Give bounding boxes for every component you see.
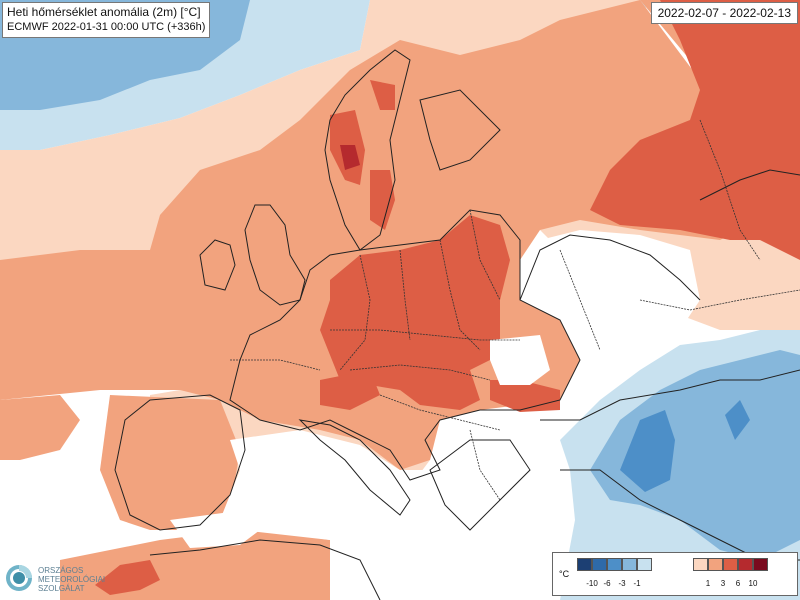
legend-unit: °C: [559, 569, 570, 579]
legend-swatch-cold-3: [607, 558, 622, 571]
anomaly-region-warm-strong-northeast: [590, 0, 800, 260]
legend-tick-label: 3: [720, 579, 726, 588]
legend-swatch-warm-3: [723, 558, 738, 571]
anomaly-region-warm-light-europe: [0, 0, 800, 470]
color-legend: °C -10 -6 -3 -1 1 3 6 10: [552, 552, 798, 596]
legend-tick-label: -6: [603, 579, 611, 588]
anomaly-region-warm-strong-norway-north: [370, 80, 395, 110]
anomaly-region-cold-strong-east-anatolia: [725, 400, 750, 440]
legend-tick-label: -1: [633, 579, 641, 588]
valid-period-label: 2022-02-07 - 2022-02-13: [650, 2, 798, 24]
legend-swatch-warm-2: [708, 558, 723, 571]
legend-tick-label: 1: [705, 579, 711, 588]
legend-tick-label: 6: [735, 579, 741, 588]
legend-swatch-warm-4: [738, 558, 753, 571]
anomaly-region-warm-light-iberia: [100, 395, 240, 530]
logo-line-3: SZOLGÁLAT: [38, 584, 85, 593]
model-run-label: ECMWF 2022-01-31 00:00 UTC (+336h): [7, 21, 206, 33]
anomaly-region-neutral-iberia-south: [170, 512, 260, 548]
logo-line-2: METEOROLÓGIAI: [38, 575, 106, 584]
country-borders: [230, 119, 800, 501]
legend-swatch-cold-2: [592, 558, 607, 571]
anomaly-region-warm-strong-morocco: [95, 560, 160, 595]
anomaly-region-cold-strong-central-anatolia: [620, 410, 675, 492]
anomaly-region-cold-medium-turkey: [590, 350, 800, 560]
legend-swatch-cold-5: [637, 558, 652, 571]
anomaly-region-warm-strong-central-europe: [320, 215, 510, 410]
anomaly-region-neutral-mediterranean: [220, 420, 580, 600]
omsz-logo: ORSZÁGOS METEOROLÓGIAI SZOLGÁLAT: [4, 560, 106, 596]
anomaly-region-warm-pale-romania: [490, 335, 550, 385]
anomaly-region-warm-dark-norway: [340, 145, 360, 170]
anomaly-region-warm-strong-sweden: [370, 170, 395, 230]
anomaly-region-warm-strong-alps: [320, 370, 380, 410]
legend-swatch-cold-1: [577, 558, 592, 571]
legend-swatch-warm-1: [693, 558, 708, 571]
legend-tick-label: -3: [618, 579, 626, 588]
logo-line-1: ORSZÁGOS: [38, 566, 84, 575]
legend-swatch-warm-5: [753, 558, 768, 571]
legend-tick-label: 10: [748, 579, 758, 588]
omsz-swirl-logo-icon: [6, 565, 32, 591]
legend-swatch-cold-4: [622, 558, 637, 571]
map-title: Heti hőmérséklet anomália (2m) [°C]: [7, 5, 201, 19]
legend-tick-label: -10: [586, 579, 598, 588]
map-title-box: Heti hőmérséklet anomália (2m) [°C] ECMW…: [2, 2, 210, 38]
anomaly-region-warm-light-west-atlantic: [0, 395, 80, 460]
